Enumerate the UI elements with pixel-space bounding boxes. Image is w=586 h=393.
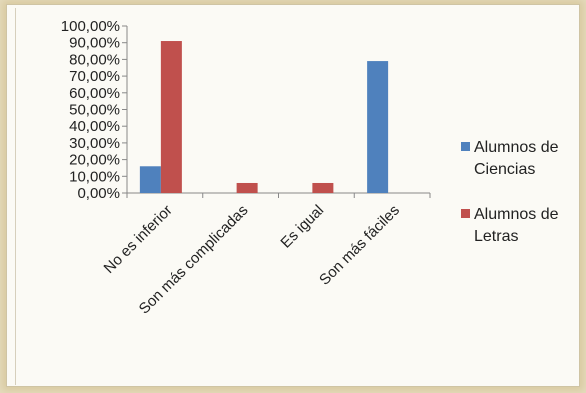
- y-tick-label: 10,00%: [69, 168, 120, 185]
- y-tick-label: 100,00%: [61, 18, 120, 35]
- legend-label: Letras: [474, 228, 518, 245]
- legend-label: Alumnos de: [474, 206, 559, 223]
- chart-frame: [6, 4, 580, 387]
- bar-letras: [236, 182, 258, 193]
- y-tick-label: 70,00%: [69, 68, 120, 85]
- bar-letras: [160, 41, 182, 193]
- bar-letras: [312, 182, 334, 193]
- y-tick-label: 0,00%: [77, 185, 120, 202]
- y-tick-label: 80,00%: [69, 51, 120, 68]
- bar-ciencias: [139, 166, 161, 193]
- y-tick-label: 60,00%: [69, 85, 120, 102]
- y-tick-label: 20,00%: [69, 152, 120, 169]
- frame-divider: [15, 8, 16, 385]
- bar-ciencias: [367, 61, 389, 193]
- category-label: Es igual: [277, 202, 327, 252]
- category-label: No es inferior: [101, 202, 176, 277]
- category-label: Son más fáciles: [316, 202, 403, 289]
- legend-label: Ciencias: [474, 161, 535, 178]
- y-tick-label: 50,00%: [69, 102, 120, 119]
- y-tick-label: 30,00%: [69, 135, 120, 152]
- y-tick-label: 40,00%: [69, 118, 120, 135]
- legend-swatch: [461, 209, 470, 218]
- legend-swatch: [461, 142, 470, 151]
- legend-label: Alumnos de: [474, 139, 559, 156]
- y-tick-label: 90,00%: [69, 35, 120, 52]
